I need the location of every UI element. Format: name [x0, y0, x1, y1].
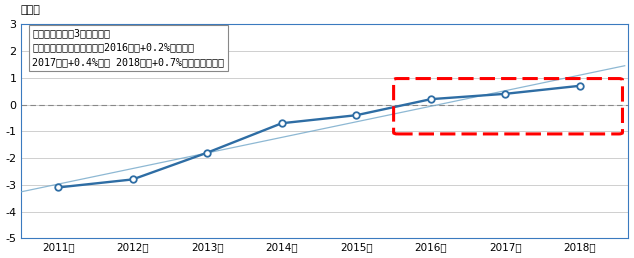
Point	[127, 177, 138, 181]
Point	[53, 186, 63, 190]
Text: （％）: （％）	[21, 5, 41, 15]
Point	[276, 121, 287, 125]
Point	[351, 113, 361, 117]
Text: ・全国平均値は3年連続上昇
・対前年比プラスに転じた2016年（+0.2%）から、
2017年（+0.4%）、 2018年（+0.7%）と上昇率拡大: ・全国平均値は3年連続上昇 ・対前年比プラスに転じた2016年（+0.2%）から…	[32, 28, 224, 67]
Point	[575, 84, 585, 88]
Point	[500, 92, 510, 96]
Point	[202, 151, 212, 155]
Point	[426, 97, 436, 101]
